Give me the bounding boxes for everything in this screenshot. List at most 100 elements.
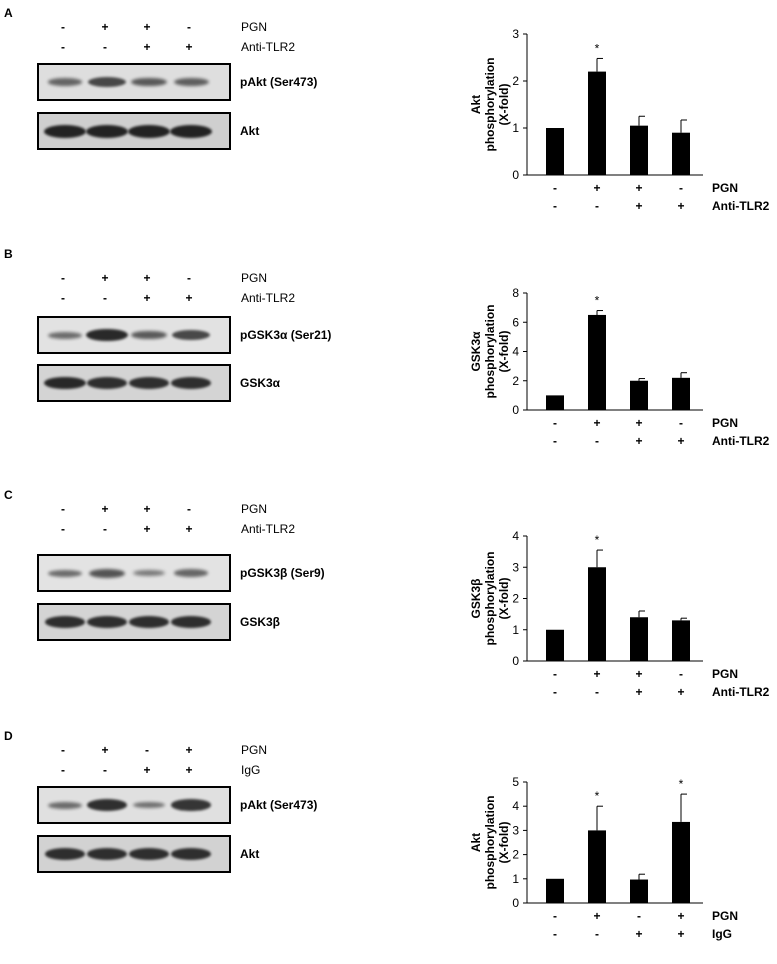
y-tick-label: 4 [512, 799, 519, 813]
chart-2: 0 2 4 6 8 GSK3α phosphorylation (X-fold) * - + + - PG… [469, 286, 770, 448]
treatment-sign: - [61, 522, 65, 536]
y-tick-label: 1 [512, 121, 519, 135]
x-tick-label: - [553, 667, 557, 681]
blot-label: Akt [240, 124, 260, 138]
blot-band [47, 78, 83, 86]
blot-band [128, 124, 170, 138]
bar [672, 821, 690, 903]
significance-marker: * [595, 41, 600, 55]
y-tick-label: 8 [512, 286, 519, 300]
blot-band [172, 330, 210, 340]
significance-marker: * [595, 533, 600, 547]
blot-label: pAkt (Ser473) [240, 798, 318, 812]
blot-band [171, 799, 211, 811]
blot-band [173, 78, 209, 86]
blot-label: GSK3α [240, 376, 281, 390]
x-tick-label: + [635, 685, 642, 699]
bar [630, 879, 648, 903]
x-tick-label: + [593, 181, 600, 195]
panel-c: C - + + - PGN - - + + Anti-TLR2 pGSK3β (Ser9) GSK3β [0, 482, 777, 723]
chart-4: 0 1 2 3 4 5 Akt phosphorylation (X-fold) * * - + - + PG… [469, 775, 738, 941]
treatment-sign: + [143, 522, 151, 536]
x-tick-label: + [635, 181, 642, 195]
y-axis-label: Akt [469, 833, 483, 852]
blot-image [37, 603, 231, 641]
x-tick-label: + [635, 667, 642, 681]
y-tick-label: 1 [512, 872, 519, 886]
y-tick-label: 2 [512, 74, 519, 88]
y-axis-label: GSK3α [469, 331, 483, 372]
blot-image [37, 112, 231, 150]
blot-band [86, 799, 128, 811]
x-tick-label: - [553, 909, 557, 923]
x-row-label: Anti-TLR2 [712, 434, 770, 448]
blot-band [86, 328, 128, 342]
y-tick-label: 2 [512, 848, 519, 862]
treatment-sign: - [187, 502, 191, 516]
blot-label: pGSK3β (Ser9) [240, 566, 325, 580]
blot-band [131, 77, 167, 87]
treatment-sign: - [103, 522, 107, 536]
y-tick-label: 0 [512, 168, 519, 182]
treatment-sign: - [61, 40, 65, 54]
x-tick-label: - [637, 909, 641, 923]
y-tick-label: 2 [512, 592, 519, 606]
treatment-sign: - [187, 20, 191, 34]
treatment-sign: - [61, 763, 65, 777]
panel-label: A [4, 6, 13, 20]
x-tick-label: + [635, 199, 642, 213]
blot-band [131, 330, 167, 340]
blot-band [86, 616, 128, 628]
blot-band [48, 331, 82, 339]
treatment-sign: - [61, 743, 65, 757]
bar [546, 395, 564, 410]
y-tick-label: 2 [512, 374, 519, 388]
x-tick-label: + [677, 434, 684, 448]
y-tick-label: 1 [512, 623, 519, 637]
x-tick-label: + [677, 685, 684, 699]
y-axis-label: (X-fold) [497, 578, 511, 620]
significance-marker: * [595, 789, 600, 803]
y-tick-label: 4 [512, 529, 519, 543]
treatment-sign: + [143, 763, 151, 777]
treatment-sign: + [143, 271, 151, 285]
bar [588, 567, 606, 661]
treatment-sign: + [101, 743, 109, 757]
blot-label: pGSK3α (Ser21) [240, 328, 332, 342]
treatment-sign: + [185, 522, 193, 536]
treatment-label: PGN [241, 502, 268, 516]
blot-image [37, 786, 231, 824]
x-tick-label: - [553, 181, 557, 195]
blot-band [132, 801, 166, 809]
significance-marker: * [595, 294, 600, 308]
blot-image [37, 63, 231, 101]
treatment-sign: - [145, 743, 149, 757]
blot-band [44, 616, 86, 628]
x-tick-label: - [553, 685, 557, 699]
treatment-label: Anti-TLR2 [241, 522, 296, 536]
y-tick-label: 0 [512, 403, 519, 417]
treatment-label: PGN [241, 20, 268, 34]
bar [588, 314, 606, 410]
x-tick-label: + [635, 927, 642, 941]
y-tick-label: 3 [512, 560, 519, 574]
x-row-label: PGN [712, 909, 738, 923]
bar [588, 71, 606, 175]
bar [630, 125, 648, 175]
treatment-sign: - [61, 502, 65, 516]
treatment-sign: + [143, 20, 151, 34]
blot-label: GSK3β [240, 615, 281, 629]
x-tick-label: + [635, 434, 642, 448]
y-axis-label: (X-fold) [497, 84, 511, 126]
panel-label: D [4, 729, 13, 743]
x-tick-label: - [679, 181, 683, 195]
treatment-label: IgG [241, 763, 261, 777]
blot-image [37, 364, 231, 402]
panel-label: B [4, 247, 13, 261]
blot-image [37, 316, 231, 354]
treatment-sign: - [61, 291, 65, 305]
treatment-sign: + [101, 20, 109, 34]
blot-band [44, 376, 86, 390]
x-tick-label: - [553, 927, 557, 941]
y-tick-label: 3 [512, 823, 519, 837]
